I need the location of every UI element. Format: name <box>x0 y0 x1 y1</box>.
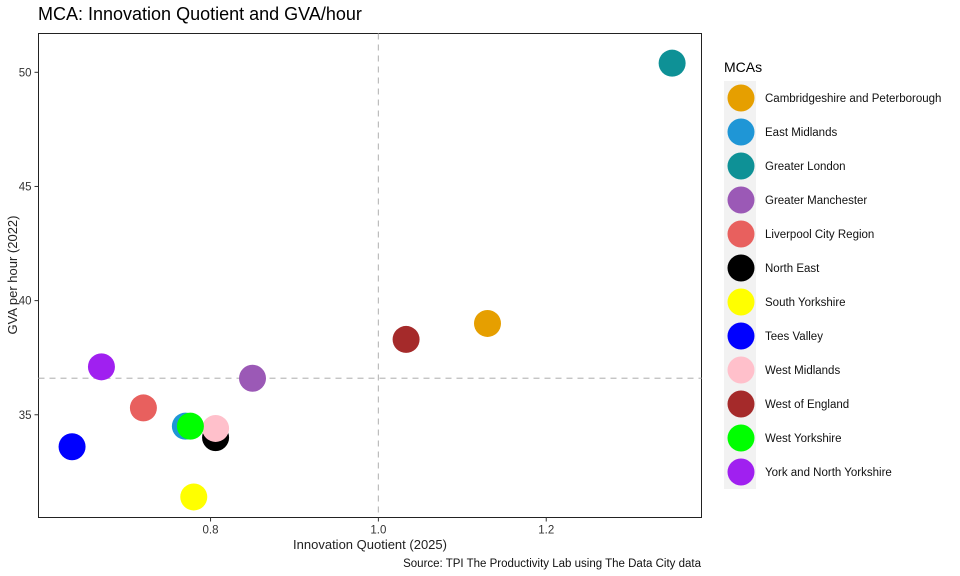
chart-title: MCA: Innovation Quotient and GVA/hour <box>38 4 362 24</box>
point-tees-valley[interactable] <box>58 433 86 461</box>
legend-key-west-midlands <box>727 356 755 384</box>
legend-key-north-east <box>727 254 755 282</box>
legend-key-york-and-north-yorkshire <box>727 458 755 486</box>
x-axis-title: Innovation Quotient (2025) <box>293 537 447 552</box>
x-tick-label: 1.2 <box>538 525 554 537</box>
legend-key-greater-london <box>727 152 755 180</box>
point-liverpool-city-region[interactable] <box>129 394 157 422</box>
point-west-midlands[interactable] <box>202 414 230 442</box>
x-tick-label: 1.0 <box>370 525 386 537</box>
y-axis: 35 40 45 50 <box>19 67 39 422</box>
legend-label-west-yorkshire: West Yorkshire <box>765 433 842 445</box>
legend-label-east-midlands: East Midlands <box>765 127 837 139</box>
point-greater-london[interactable] <box>658 49 686 77</box>
legend-key-cambridgeshire-and-peterborough <box>727 84 755 112</box>
point-york-and-north-yorkshire[interactable] <box>87 353 115 381</box>
point-west-of-england[interactable] <box>392 325 420 353</box>
legend-label-greater-london: Greater London <box>765 161 846 173</box>
legend-key-liverpool-city-region <box>727 220 755 248</box>
legend-label-south-yorkshire: South Yorkshire <box>765 297 846 309</box>
legend: MCAs Cambridgeshire and Peterborough East… <box>724 59 941 489</box>
x-tick-label: 0.8 <box>203 525 219 537</box>
legend-key-west-of-england <box>727 390 755 418</box>
y-tick-label: 35 <box>19 410 32 422</box>
legend-label-tees-valley: Tees Valley <box>765 331 823 343</box>
legend-key-west-yorkshire <box>727 424 755 452</box>
plot-panel <box>38 33 702 518</box>
y-axis-title: GVA per hour (2022) <box>5 216 20 335</box>
legend-label-north-east: North East <box>765 263 820 275</box>
legend-label-york-and-north-yorkshire: York and North Yorkshire <box>765 467 892 479</box>
legend-label-west-midlands: West Midlands <box>765 365 840 377</box>
legend-key-east-midlands <box>727 118 755 146</box>
legend-label-west-of-england: West of England <box>765 399 849 411</box>
source-caption: Source: TPI The Productivity Lab using T… <box>403 558 701 570</box>
data-points <box>58 49 686 511</box>
legend-key-south-yorkshire <box>727 288 755 316</box>
legend-key-background <box>724 81 756 489</box>
x-axis: 0.8 1.0 1.2 <box>203 517 554 537</box>
legend-key-tees-valley <box>727 322 755 350</box>
legend-key-greater-manchester <box>727 186 755 214</box>
y-tick-label: 45 <box>19 181 32 193</box>
legend-label-cambridgeshire-and-peterborough: Cambridgeshire and Peterborough <box>765 93 941 105</box>
point-cambridgeshire-and-peterborough[interactable] <box>473 309 501 337</box>
legend-title: MCAs <box>724 59 762 75</box>
y-tick-label: 50 <box>19 67 32 79</box>
point-greater-manchester[interactable] <box>239 364 267 392</box>
y-tick-label: 40 <box>19 296 32 308</box>
point-south-yorkshire[interactable] <box>180 483 208 511</box>
point-west-yorkshire[interactable] <box>176 412 204 440</box>
legend-label-greater-manchester: Greater Manchester <box>765 195 867 207</box>
legend-label-liverpool-city-region: Liverpool City Region <box>765 229 874 241</box>
